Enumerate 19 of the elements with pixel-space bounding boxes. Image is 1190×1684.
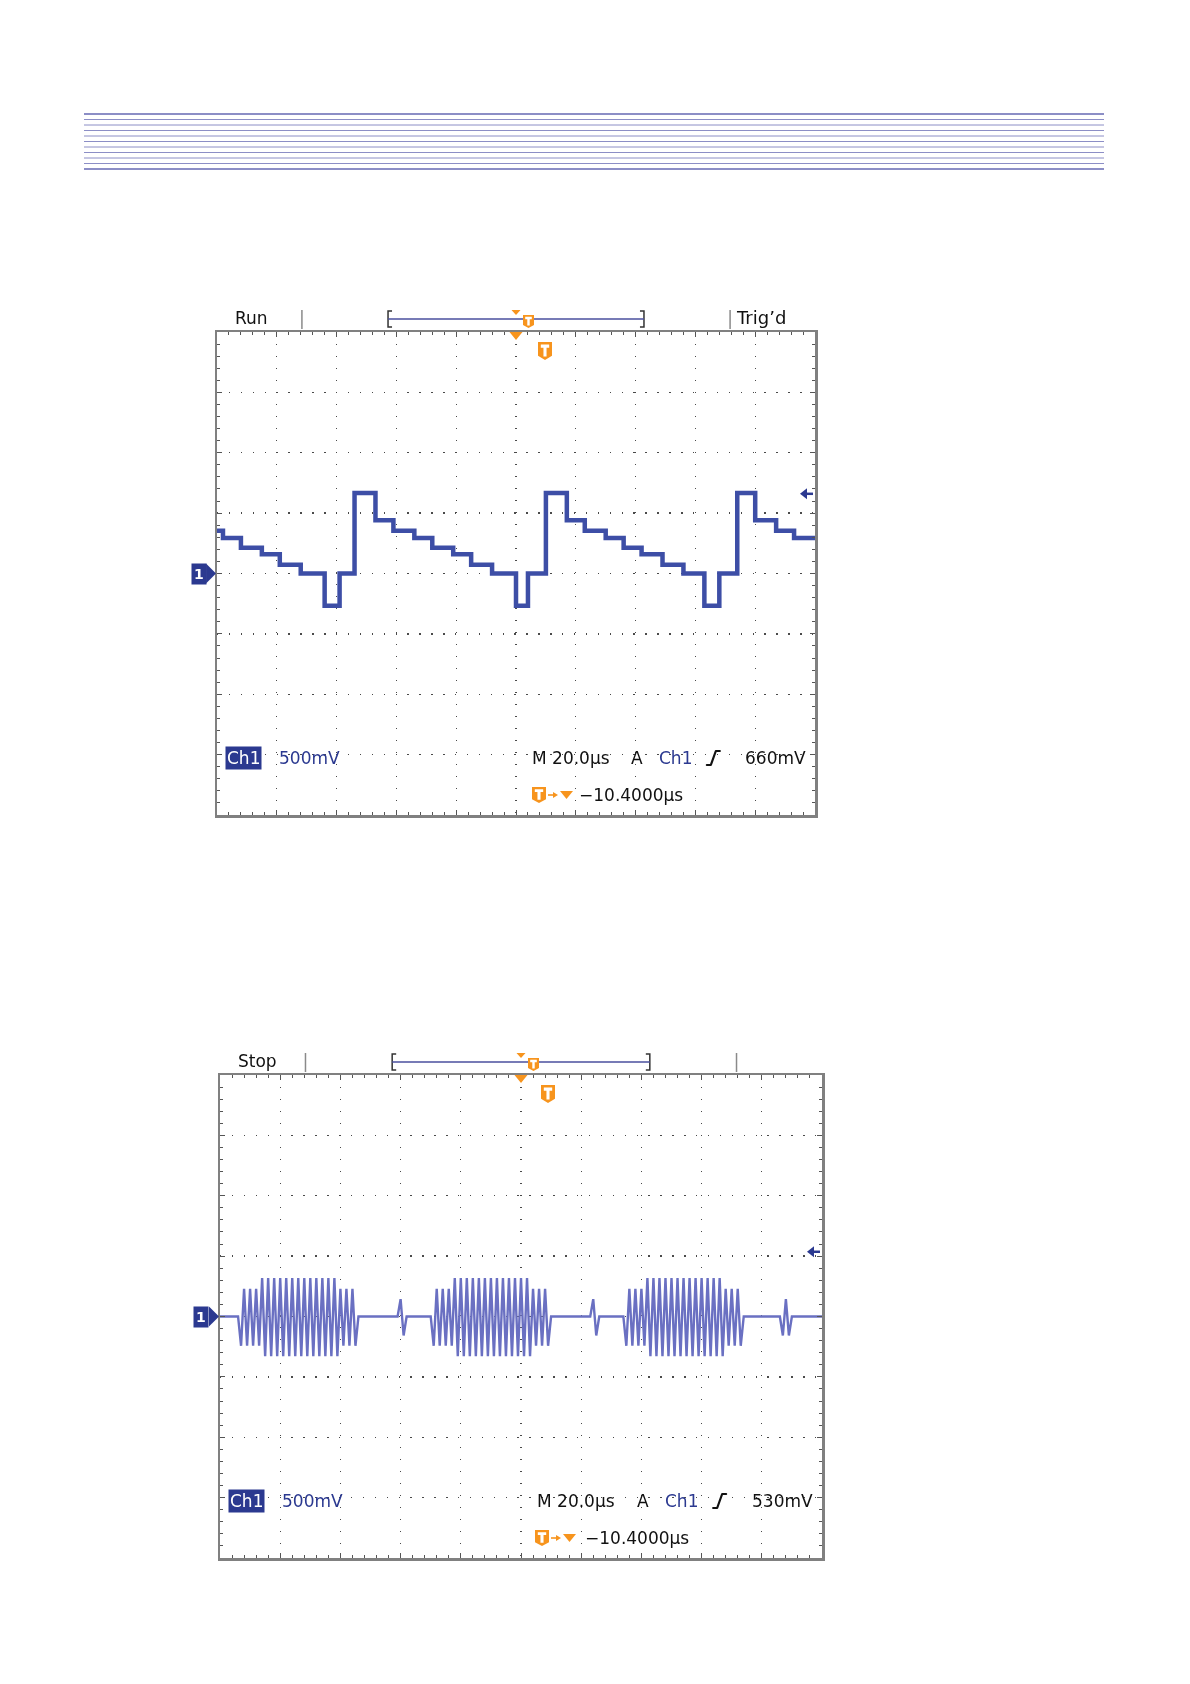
text: 530mV <box>752 1491 814 1511</box>
text: −10.4000µs <box>585 1528 690 1548</box>
text: −10.4000µs <box>579 785 684 805</box>
text: 660mV <box>745 748 807 768</box>
text: M 20.0µs <box>532 748 610 768</box>
text: Ch1 <box>227 748 261 768</box>
text: Ch1 <box>659 748 693 768</box>
text: Ch1 <box>665 1491 699 1511</box>
text: Run <box>235 308 268 328</box>
text: 500mV <box>279 748 341 768</box>
text: Ch1 <box>230 1491 264 1511</box>
text: 1 <box>196 1309 206 1325</box>
text: Trig’d <box>736 307 787 328</box>
text: M 20.0µs <box>537 1491 615 1511</box>
text: Stop <box>238 1051 277 1071</box>
text: A <box>631 748 643 768</box>
text: 1 <box>194 566 204 582</box>
text: 500mV <box>282 1491 344 1511</box>
text: A <box>637 1491 649 1511</box>
